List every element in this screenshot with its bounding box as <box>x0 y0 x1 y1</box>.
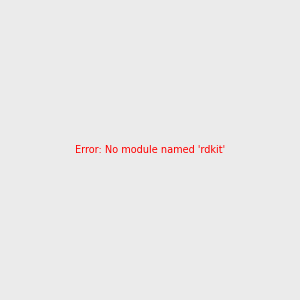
Text: Error: No module named 'rdkit': Error: No module named 'rdkit' <box>75 145 225 155</box>
